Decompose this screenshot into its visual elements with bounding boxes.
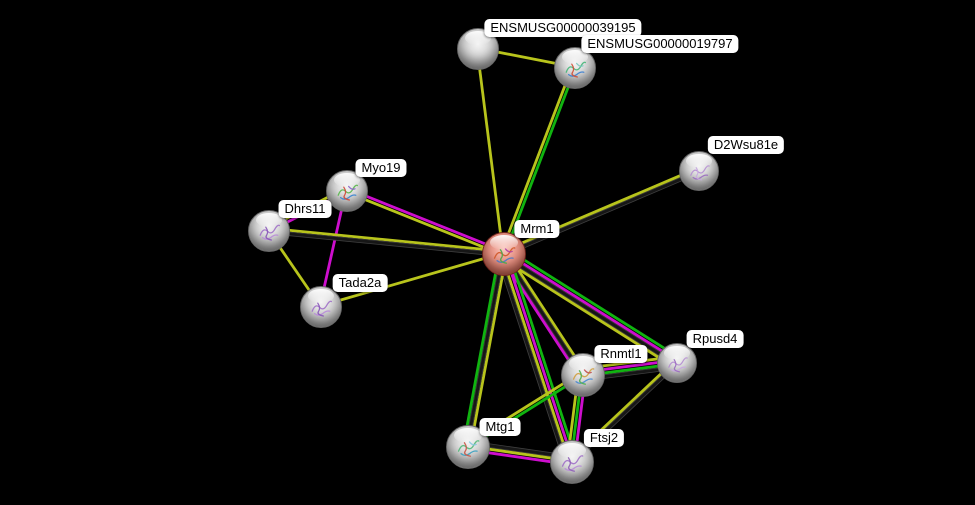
protein-structure-icon xyxy=(311,300,333,317)
sphere-gloss-highlight xyxy=(569,356,597,372)
protein-structure-icon xyxy=(337,184,359,201)
sphere-gloss-highlight xyxy=(307,289,335,304)
sphere-gloss-highlight xyxy=(686,153,712,168)
node-label-Tada2a: Tada2a xyxy=(332,274,388,292)
sphere-gloss-highlight xyxy=(558,443,586,459)
node-Rpusd4[interactable] xyxy=(657,343,697,383)
node-label-Mrm1: Mrm1 xyxy=(514,220,560,238)
node-label-Ftsj2: Ftsj2 xyxy=(583,429,625,447)
edge-Mrm1-Ftsj2 xyxy=(495,250,578,464)
node-label-Rpusd4: Rpusd4 xyxy=(686,330,744,348)
edge-Myo19-Mrm1 xyxy=(344,187,505,256)
node-label-Mtg1: Mtg1 xyxy=(479,418,521,436)
protein-structure-icon xyxy=(494,247,516,264)
sphere-gloss-highlight xyxy=(454,428,482,444)
node-D2Wsu81e[interactable] xyxy=(679,151,719,191)
node-label-Rnmtl1: Rnmtl1 xyxy=(594,345,648,363)
sphere-gloss-highlight xyxy=(490,235,518,251)
protein-structure-icon xyxy=(259,224,281,241)
protein-structure-icon xyxy=(668,356,688,372)
edge-ENSMUSG00000039195-Mrm1 xyxy=(475,47,505,254)
node-label-Myo19: Myo19 xyxy=(355,159,407,177)
node-Mrm1[interactable] xyxy=(482,232,526,276)
protein-structure-icon xyxy=(458,440,480,457)
sphere-gloss-highlight xyxy=(664,345,690,360)
node-label-D2Wsu81e: D2Wsu81e xyxy=(707,136,785,154)
protein-structure-icon xyxy=(573,368,595,385)
node-label-Dhrs11: Dhrs11 xyxy=(278,200,332,218)
node-ENSMUSG00000019797[interactable] xyxy=(554,47,596,89)
edge-Mrm1-Mtg1 xyxy=(462,252,508,447)
node-label-ENSMUSG00000039195: ENSMUSG00000039195 xyxy=(484,19,642,37)
edge-Dhrs11-Mrm1 xyxy=(267,226,504,257)
edge-Tada2a-Mrm1 xyxy=(319,251,504,308)
node-Tada2a[interactable] xyxy=(300,286,342,328)
protein-structure-icon xyxy=(562,455,584,472)
protein-structure-icon xyxy=(565,61,587,78)
node-label-ENSMUSG00000019797: ENSMUSG00000019797 xyxy=(581,35,739,53)
protein-structure-icon xyxy=(690,164,710,180)
